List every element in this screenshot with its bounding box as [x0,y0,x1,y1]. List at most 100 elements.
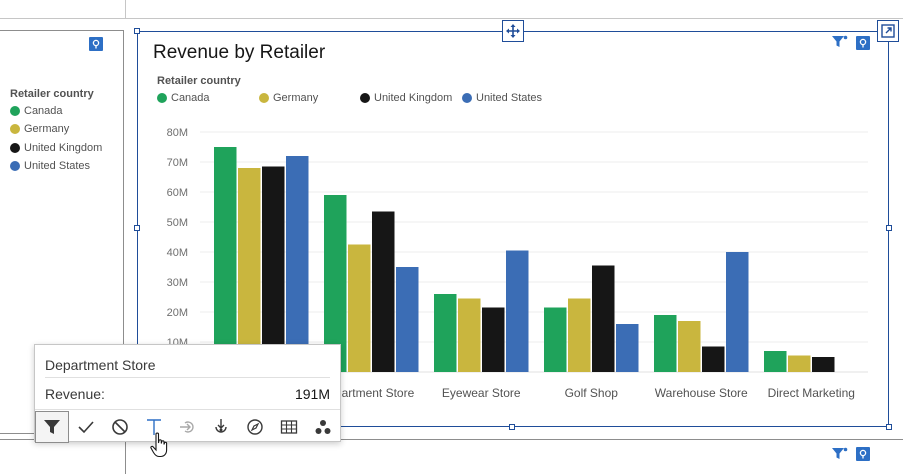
y-tick-label: 30M [167,277,188,289]
bottom-panel[interactable] [0,439,903,474]
legend-label: United States [476,92,543,104]
view-data-button[interactable] [272,411,306,443]
left-legend-item-united-kingdom[interactable]: United Kingdom [10,142,102,154]
legend-item-united-states[interactable]: United States [462,92,542,104]
bar-united-states[interactable] [726,252,749,372]
y-tick-label: 50M [167,217,188,229]
y-tick-label: 70M [167,157,188,169]
chart-title: Revenue by Retailer [153,42,326,63]
bar-germany[interactable] [568,298,591,373]
bar-canada[interactable] [434,294,457,372]
filter-icon[interactable] [832,35,848,49]
canada-swatch [157,93,167,103]
bar-canada[interactable] [214,147,237,372]
legend-label: Germany [273,92,319,104]
filter-icon [43,419,60,434]
bar-united-states[interactable] [286,156,309,372]
x-tick-label: Golf Shop [565,386,619,400]
move-handle[interactable] [502,20,524,42]
y-tick-label: 20M [167,307,188,319]
left-legend-label: United Kingdom [24,142,103,154]
drill-up-button[interactable] [171,411,205,443]
drill-icon [179,420,194,433]
bar-germany[interactable] [788,355,811,373]
bar-canada[interactable] [764,351,787,372]
legend-label: Canada [171,92,210,104]
exclude-icon [111,418,128,435]
bar-germany[interactable] [238,168,261,372]
bar-canada[interactable] [544,307,567,373]
legend-item-canada[interactable]: Canada [157,92,210,104]
x-tick-label: Warehouse Store [655,386,748,400]
pin-icon[interactable] [89,37,103,51]
move-icon [506,24,520,38]
data-point-tooltip: Department Store Revenue: 191M [34,344,341,443]
keep-only-button[interactable] [69,411,103,443]
left-legend-item-united-states[interactable]: United States [10,160,90,172]
bar-germany[interactable] [678,321,701,372]
panel-divider [125,440,126,474]
legend-label: United Kingdom [374,92,453,104]
tooltip-measure-label: Revenue: [45,386,105,402]
x-tick-label: Direct Marketing [768,386,855,400]
united-states-swatch [462,93,472,103]
group-button[interactable] [306,411,340,443]
bar-germany[interactable] [458,298,481,373]
expand-button[interactable] [877,20,899,42]
bar-united-states[interactable] [506,250,529,373]
bar-united-states[interactable] [396,267,419,372]
tooltip-toolbar [35,409,340,443]
bar-germany[interactable] [348,244,371,373]
bar-united-kingdom[interactable] [482,307,505,373]
bar-united-states[interactable] [616,324,639,372]
resize-handle-bottom-right[interactable] [886,424,892,430]
top-panel-strip [0,0,903,19]
resize-handle-top-left[interactable] [134,28,140,34]
canada-swatch [10,106,20,116]
bar-united-kingdom[interactable] [592,265,615,373]
united-kingdom-swatch [360,93,370,103]
drill-down-icon [215,418,228,433]
resize-handle-left[interactable] [134,225,140,231]
bar-canada[interactable] [654,315,677,372]
expand-icon [881,24,895,38]
bar-united-kingdom[interactable] [372,211,395,373]
united-states-swatch [10,161,20,171]
chart-legend-title: Retailer country [157,75,241,87]
bar-united-kingdom[interactable] [702,346,725,373]
resize-handle-right[interactable] [886,225,892,231]
left-legend-title: Retailer country [10,88,94,100]
resize-handle-bottom[interactable] [509,424,515,430]
pin-icon[interactable] [856,447,870,461]
tooltip-measure-value: 191M [294,386,330,402]
text-button[interactable] [137,411,171,443]
left-legend-item-canada[interactable]: Canada [10,105,63,117]
x-tick-label: Eyewear Store [442,386,521,400]
legend-item-germany[interactable]: Germany [259,92,318,104]
group-icon [315,419,331,434]
pin-icon[interactable] [856,36,870,50]
legend-item-united-kingdom[interactable]: United Kingdom [360,92,452,104]
bar-united-kingdom[interactable] [262,166,285,373]
drill-down-button[interactable] [204,411,238,443]
bar-united-kingdom[interactable] [812,357,835,372]
y-tick-label: 80M [167,127,188,139]
tooltip-title: Department Store [45,357,156,373]
table-icon [281,419,298,434]
x-tick-label: epartment Store [328,386,414,400]
y-tick-label: 60M [167,187,188,199]
left-legend-item-germany[interactable]: Germany [10,123,69,135]
filter-icon[interactable] [832,447,848,461]
filter-button[interactable] [35,410,69,443]
text-icon [146,418,161,435]
bar-canada[interactable] [324,195,347,372]
left-legend-label: United States [24,160,91,172]
exclude-button[interactable] [103,411,137,443]
y-tick-label: 40M [167,247,188,259]
panel-divider [125,0,126,18]
tooltip-divider [45,377,330,378]
united-kingdom-swatch [10,143,20,153]
hand-cursor-icon [150,432,168,458]
navigate-button[interactable] [238,411,272,443]
